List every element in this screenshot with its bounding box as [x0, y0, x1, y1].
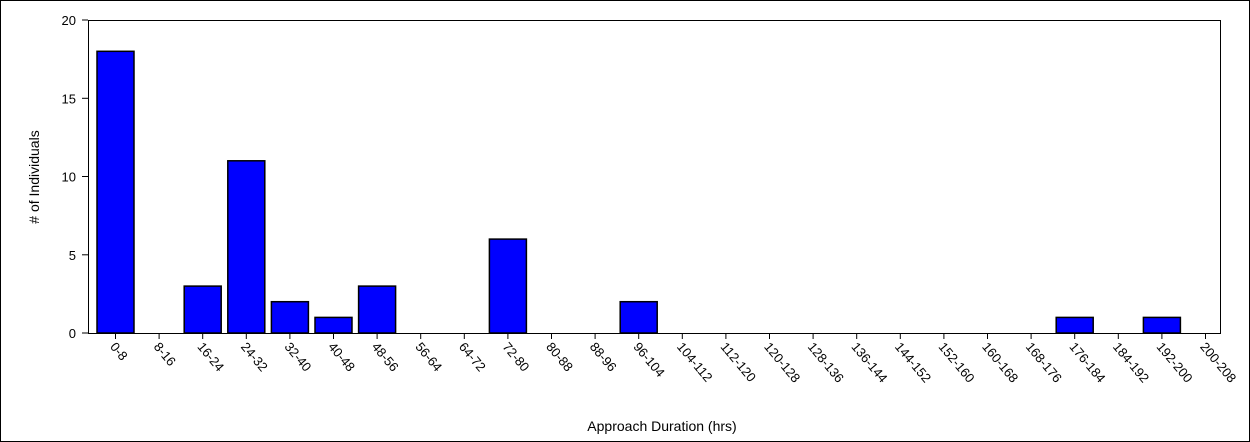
x-tick-label: 144-152: [892, 339, 934, 385]
bar-176-184: [1055, 316, 1094, 334]
y-tick-label: 0: [69, 326, 76, 341]
x-tick-label: 160-168: [979, 339, 1021, 385]
x-tick-label: 80-88: [543, 339, 576, 374]
x-tick-label: 136-144: [848, 339, 890, 385]
x-tick-label: 112-120: [718, 339, 760, 384]
x-tick-label: 120-128: [761, 339, 803, 385]
x-tick-label: 16-24: [194, 339, 227, 374]
y-axis: 0 5 10 15 20: [62, 13, 88, 341]
bar-40-48: [314, 316, 353, 334]
x-tick-label: 32-40: [282, 339, 315, 374]
x-axis-title: Approach Duration (hrs): [587, 418, 736, 434]
bar-192-200: [1142, 316, 1182, 334]
x-tick-label: 48-56: [369, 339, 402, 374]
bar-0-8: [96, 50, 135, 334]
x-tick-label: 200-208: [1197, 339, 1239, 385]
bar-32-40: [270, 300, 310, 334]
x-tick-label: 168-176: [1023, 339, 1065, 385]
y-tick-label: 10: [62, 170, 76, 185]
x-tick-label: 192-200: [1154, 339, 1196, 385]
y-tick-label: 5: [69, 248, 76, 263]
x-axis: 0-8 8-16 16-24 24-32 32-40 40-48 48-56 56-64 64-…: [107, 333, 1239, 385]
x-tick-label: 40-48: [325, 339, 358, 374]
bar-96-104: [619, 300, 658, 334]
bar-16-24: [183, 285, 222, 334]
x-tick-label: 0-8: [107, 339, 131, 363]
bar-48-56: [357, 285, 397, 334]
x-tick-label: 104-112: [674, 339, 716, 384]
y-tick-label: 15: [62, 91, 76, 106]
bar-72-80: [488, 238, 528, 334]
x-tick-label: 8-16: [151, 339, 179, 369]
x-tick-label: 88-96: [587, 339, 620, 374]
bar-24-32: [227, 160, 266, 334]
x-tick-label: 64-72: [456, 339, 489, 374]
x-tick-label: 56-64: [412, 339, 445, 374]
x-tick-label: 128-136: [805, 339, 847, 385]
bars: [96, 50, 1182, 334]
x-tick-label: 72-80: [500, 339, 533, 374]
x-tick-label: 24-32: [238, 339, 271, 374]
x-tick-label: 152-160: [936, 339, 978, 385]
x-tick-label: 184-192: [1110, 339, 1152, 385]
y-tick-label: 20: [62, 13, 76, 28]
x-tick-label: 176-184: [1066, 339, 1108, 385]
x-tick-label: 96-104: [630, 339, 668, 380]
plot-area: [88, 20, 1221, 334]
y-axis-title: # of Individuals: [26, 130, 42, 223]
